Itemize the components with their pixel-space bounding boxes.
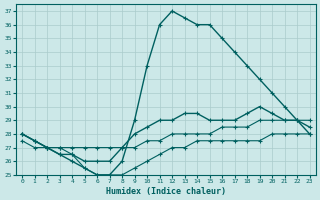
X-axis label: Humidex (Indice chaleur): Humidex (Indice chaleur) (106, 187, 226, 196)
